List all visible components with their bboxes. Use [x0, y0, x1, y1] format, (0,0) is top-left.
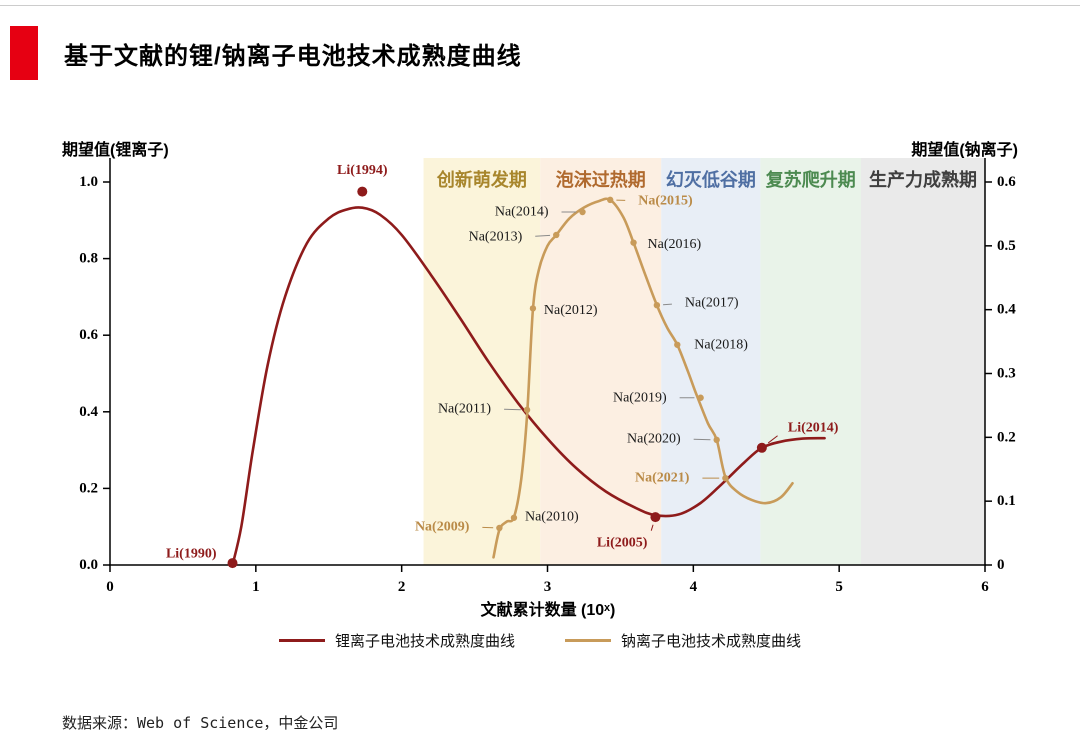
y-right-tick-label: 0.4: [997, 302, 1016, 318]
point-label: Na(2014): [495, 205, 549, 220]
phase-band: [861, 158, 985, 565]
legend-label: 钠离子电池技术成熟度曲线: [621, 633, 802, 650]
point-label: Na(2016): [648, 237, 702, 252]
legend-line-swatch: [278, 639, 325, 642]
data-point-marker: [227, 558, 238, 569]
point-label: Na(2021): [635, 471, 690, 486]
data-point-marker: [650, 512, 661, 523]
x-tick-label: 2: [398, 579, 406, 595]
phase-label: 泡沫过热期: [556, 169, 646, 190]
phase-band: [760, 158, 862, 565]
point-label: Na(2017): [685, 296, 739, 311]
phase-label: 幻灭低谷期: [666, 169, 756, 190]
point-label: Na(2020): [627, 431, 681, 446]
legend-item: 锂离子电池技术成熟度曲线: [278, 630, 515, 651]
top-divider: [0, 5, 1080, 6]
y-right-tick-label: 0.1: [997, 493, 1016, 509]
y-right-tick-label: 0.2: [997, 429, 1016, 445]
point-label: Na(2009): [415, 519, 470, 534]
phase-label: 生产力成熟期: [869, 169, 977, 190]
point-label: Na(2011): [438, 401, 491, 416]
data-point-marker: [630, 239, 637, 246]
data-point-marker: [579, 208, 586, 216]
data-point-marker: [357, 186, 368, 197]
data-point-marker: [653, 301, 661, 309]
data-point-marker: [529, 305, 537, 312]
label-leader-line: [650, 524, 654, 531]
lithium-curve: [231, 206, 826, 567]
point-label: Li(2014): [788, 420, 839, 435]
y-left-tick-label: 0.4: [79, 404, 98, 420]
page-title: 基于文献的锂/钠离子电池技术成熟度曲线: [64, 42, 522, 70]
x-tick-label: 0: [106, 579, 114, 595]
y-left-tick-label: 0.8: [79, 251, 98, 267]
y-left-tick-label: 0.6: [79, 327, 98, 343]
y-left-tick-label: 0.2: [79, 480, 98, 496]
y-right-tick-label: 0.6: [997, 174, 1016, 190]
legend-line-swatch: [565, 639, 611, 642]
y-left-tick-label: 1.0: [79, 174, 98, 190]
label-leader-line: [767, 435, 778, 444]
x-tick-label: 1: [252, 579, 260, 595]
data-point-marker: [722, 474, 729, 482]
data-point-marker: [523, 406, 531, 414]
point-label: Na(2010): [525, 509, 579, 524]
x-axis-title: 文献累计数量 (10ˣ): [480, 602, 616, 619]
data-point-marker: [697, 394, 704, 401]
data-point-marker: [674, 341, 681, 348]
data-point-marker: [607, 196, 614, 204]
point-label: Li(1994): [337, 163, 388, 178]
data-point-marker: [553, 231, 560, 239]
data-point-marker: [713, 436, 720, 444]
y-right-tick-label: 0.3: [997, 366, 1016, 382]
y-left-tick-label: 0.0: [79, 557, 98, 573]
x-tick-label: 4: [690, 579, 698, 595]
report-header: 基于文献的锂/钠离子电池技术成熟度曲线: [10, 26, 522, 80]
point-label: Na(2013): [469, 229, 523, 244]
x-tick-label: 3: [544, 579, 552, 595]
legend-item: 钠离子电池技术成熟度曲线: [565, 630, 801, 651]
data-point-marker: [510, 514, 518, 521]
data-point-marker: [496, 524, 503, 532]
point-label: Na(2018): [694, 337, 748, 352]
chart-legend: 锂离子电池技术成熟度曲线 钠离子电池技术成熟度曲线: [0, 630, 1080, 651]
label-leader-line: [535, 234, 551, 237]
phase-label: 创新萌发期: [436, 169, 527, 190]
phase-band: [423, 158, 541, 565]
x-tick-label: 6: [981, 579, 989, 595]
point-label: Na(2012): [544, 303, 598, 318]
y-right-tick-label: 0: [997, 557, 1005, 573]
y-right-tick-label: 0.5: [997, 238, 1016, 254]
point-label: Na(2015): [638, 193, 693, 208]
point-label: Li(2005): [597, 536, 648, 551]
phase-label: 复苏爬升期: [765, 169, 856, 190]
phase-band: [661, 158, 761, 565]
legend-label: 锂离子电池技术成熟度曲线: [334, 633, 515, 650]
label-leader-line: [663, 303, 672, 306]
source-note: 数据来源：Web of Science，中金公司: [62, 714, 339, 732]
red-accent-block: [10, 26, 38, 80]
point-label: Li(1990): [166, 547, 217, 562]
y-axis-title-right: 期望值(钠离子): [911, 142, 1018, 159]
point-label: Na(2019): [613, 390, 667, 405]
phase-band: [540, 158, 662, 565]
x-tick-label: 5: [835, 579, 843, 595]
data-point-marker: [756, 442, 767, 453]
y-axis-title-left: 期望值(锂离子): [62, 142, 169, 159]
